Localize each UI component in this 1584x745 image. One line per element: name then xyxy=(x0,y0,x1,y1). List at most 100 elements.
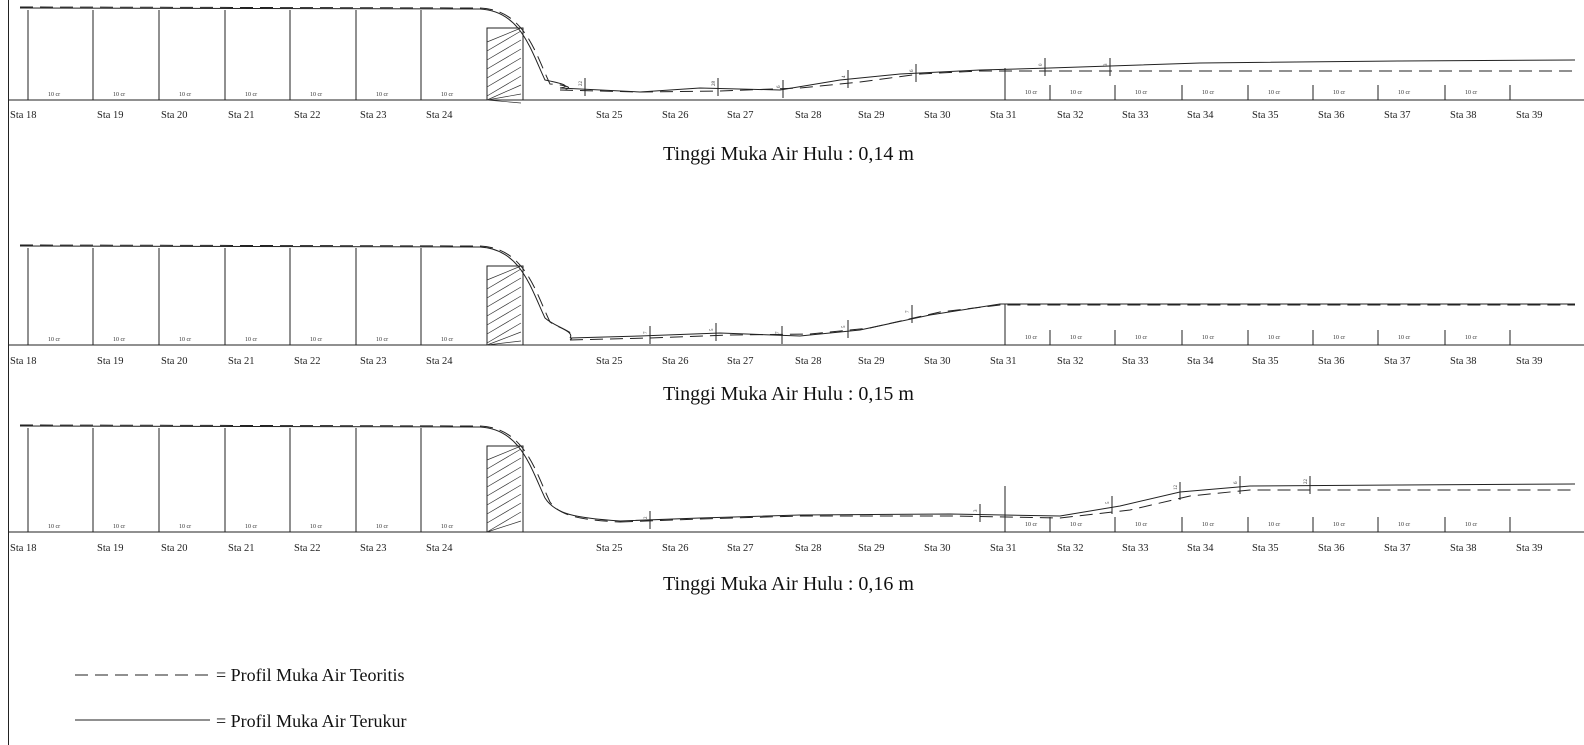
station-label: Sta 19 xyxy=(97,356,124,367)
panel-2: 10 cr 10 cr 10 cr 10 cr 10 cr 10 cr 10 cr 10 cr… xyxy=(8,244,1584,405)
panel-1: 10 cr 10 cr 10 cr 10 cr 10 cr 10 cr 10 cr 10 cr… xyxy=(8,6,1584,165)
panel-caption: Tinggi Muka Air Hulu : 0,16 m xyxy=(663,573,914,595)
station-label: Sta 22 xyxy=(294,543,321,554)
station-label: Sta 38 xyxy=(1450,110,1477,121)
station-label: Sta 22 xyxy=(294,110,321,121)
station-label: Sta 20 xyxy=(161,543,188,554)
station-label: Sta 34 xyxy=(1187,356,1214,367)
station-label: Sta 25 xyxy=(596,110,623,121)
weir-hatch xyxy=(486,313,522,335)
theoretical-profile-downstream xyxy=(559,70,1575,93)
station-label: Sta 39 xyxy=(1516,543,1543,554)
cell-label: 10 cr xyxy=(1398,90,1410,96)
cell-label: 10 cr xyxy=(1268,522,1280,528)
weir-hatch xyxy=(486,99,522,104)
station-label: Sta 24 xyxy=(426,356,453,367)
weir-hatch xyxy=(486,66,522,88)
cell-label: 10 cr xyxy=(1465,90,1477,96)
panel-3: 10 cr 10 cr 10 cr 10 cr 10 cr 10 cr 10 cr 10 cr… xyxy=(8,424,1584,595)
cell-label: 10 cr xyxy=(113,92,125,98)
panels-group: 10 cr 10 cr 10 cr 10 cr 10 cr 10 cr 10 cr 10 cr… xyxy=(8,6,1584,595)
reading-label: 7 xyxy=(776,331,781,334)
weir-hatch xyxy=(486,57,522,79)
station-label: Sta 23 xyxy=(360,356,387,367)
weir-hatch xyxy=(486,502,522,524)
station-label: Sta 26 xyxy=(662,356,689,367)
cell-label: 10 cr xyxy=(1025,335,1037,341)
measured-profile-upstream xyxy=(19,425,621,522)
station-label: Sta 21 xyxy=(228,356,255,367)
station-label: Sta 31 xyxy=(990,110,1017,121)
weir-hatch xyxy=(486,84,522,101)
station-label: Sta 18 xyxy=(10,356,37,367)
cell-label: 10 cr xyxy=(376,92,388,98)
cell-label: 10 cr xyxy=(1135,522,1147,528)
cell-label: 10 cr xyxy=(1268,90,1280,96)
reading-label: 5 xyxy=(842,325,847,328)
cell-label: 10 cr xyxy=(1465,522,1477,528)
weir-hatch xyxy=(486,277,522,299)
cell-label: 10 cr xyxy=(245,337,257,343)
weir-hatch xyxy=(486,448,522,470)
theoretical-profile-downstream xyxy=(569,304,1575,341)
station-label: Sta 36 xyxy=(1318,356,1345,367)
weir-hatch xyxy=(486,48,522,70)
station-label: Sta 23 xyxy=(360,110,387,121)
station-label: Sta 31 xyxy=(990,356,1017,367)
cell-label: 10 cr xyxy=(1135,335,1147,341)
legend: = Profil Muka Air Teoritis = Profil Muka… xyxy=(75,665,407,731)
weir-hatch xyxy=(486,295,522,317)
station-label: Sta 30 xyxy=(924,110,951,121)
weir-hatch xyxy=(486,75,522,97)
cell-label: 10 cr xyxy=(179,92,191,98)
station-label: Sta 28 xyxy=(795,356,822,367)
station-label: Sta 29 xyxy=(858,543,885,554)
cell-label: 10 cr xyxy=(1398,522,1410,528)
weir-hatch xyxy=(486,511,522,533)
cell-label: 10 cr xyxy=(1202,522,1214,528)
reading-label: 2 xyxy=(644,516,649,519)
weir-hatch xyxy=(486,493,522,515)
cell-label: 10 cr xyxy=(1070,335,1082,341)
reading-label: 12 xyxy=(1174,485,1179,491)
station-label: Sta 27 xyxy=(727,356,754,367)
station-label: Sta 39 xyxy=(1516,356,1543,367)
weir-hatch xyxy=(486,445,522,461)
theoretical-profile-downstream xyxy=(619,489,1575,523)
cell-label: 10 cr xyxy=(1202,335,1214,341)
cell-label: 10 cr xyxy=(1025,522,1037,528)
station-label: Sta 38 xyxy=(1450,356,1477,367)
weir-hatch xyxy=(486,520,522,533)
station-label: Sta 34 xyxy=(1187,543,1214,554)
legend-theoretical-label: = Profil Muka Air Teoritis xyxy=(216,665,405,685)
station-label: Sta 19 xyxy=(97,543,124,554)
weir-hatch xyxy=(486,286,522,308)
station-label: Sta 24 xyxy=(426,543,453,554)
station-label: Sta 22 xyxy=(294,356,321,367)
reading-label: 7 xyxy=(906,310,911,313)
weir-hatch xyxy=(486,475,522,497)
cell-label: 10 cr xyxy=(1202,90,1214,96)
station-label: Sta 32 xyxy=(1057,110,1084,121)
panel-caption: Tinggi Muka Air Hulu : 0,14 m xyxy=(663,143,914,165)
station-label: Sta 28 xyxy=(795,543,822,554)
cell-label: 10 cr xyxy=(113,524,125,530)
station-label: Sta 27 xyxy=(727,110,754,121)
measured-profile-upstream xyxy=(19,7,566,89)
station-label: Sta 30 xyxy=(924,543,951,554)
reading-label: 28 xyxy=(712,81,717,87)
station-label: Sta 33 xyxy=(1122,110,1149,121)
cell-label: 10 cr xyxy=(310,92,322,98)
station-label: Sta 25 xyxy=(596,356,623,367)
cell-label: 10 cr xyxy=(1333,335,1345,341)
cell-label: 10 cr xyxy=(1398,335,1410,341)
reading-label: 5 xyxy=(1106,501,1111,504)
station-label: Sta 20 xyxy=(161,110,188,121)
station-label: Sta 33 xyxy=(1122,356,1149,367)
cell-label: 10 cr xyxy=(179,337,191,343)
station-label: Sta 30 xyxy=(924,356,951,367)
weir-hatch xyxy=(486,265,522,281)
weir-block xyxy=(486,445,524,533)
station-label: Sta 37 xyxy=(1384,356,1411,367)
legend-measured-label: = Profil Muka Air Terukur xyxy=(216,711,407,731)
